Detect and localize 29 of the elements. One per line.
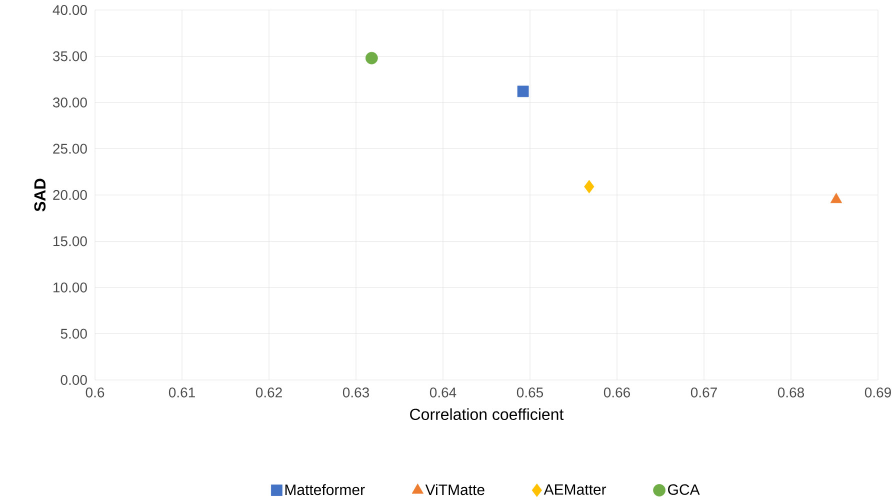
y-tick-label: 0.00 [60,375,87,385]
point [584,180,594,194]
x-tick-label: 0.64 [430,388,456,398]
legend-label: AEMatter [544,484,606,495]
y-tick-label: 10.00 [54,282,87,292]
x-tick-label: 0.69 [864,388,891,398]
y-tick-label: 25.00 [53,144,87,154]
y-tick-label: 5.00 [60,328,87,339]
x-tick-label: 0.66 [604,388,630,398]
x-tick-label: 0.62 [256,388,282,398]
y-tick-label: 20.00 [53,190,87,200]
y-axis-title: SAD [34,178,46,212]
x-tick-label: 0.6 [86,388,104,398]
legend-label: Matteformer [285,484,365,496]
x-tick-label: 0.61 [168,388,195,398]
x-tick-label: 0.65 [516,388,544,398]
x-axis-title: Correlation coefficient [410,408,564,420]
y-tick-label: 15.00 [54,236,87,246]
point [365,52,378,64]
x-tick-label: 0.67 [690,388,717,398]
point [830,192,842,204]
x-tick-label: 0.68 [778,388,804,398]
y-tick-label: 40.00 [52,5,87,15]
legend-label: ViTMatte [425,484,484,496]
point [517,86,529,98]
y-tick-label: 30.00 [52,98,87,108]
x-tick-label: 0.63 [342,388,370,398]
y-tick-label: 35.00 [52,51,87,62]
legend-label: GCA [668,484,700,495]
